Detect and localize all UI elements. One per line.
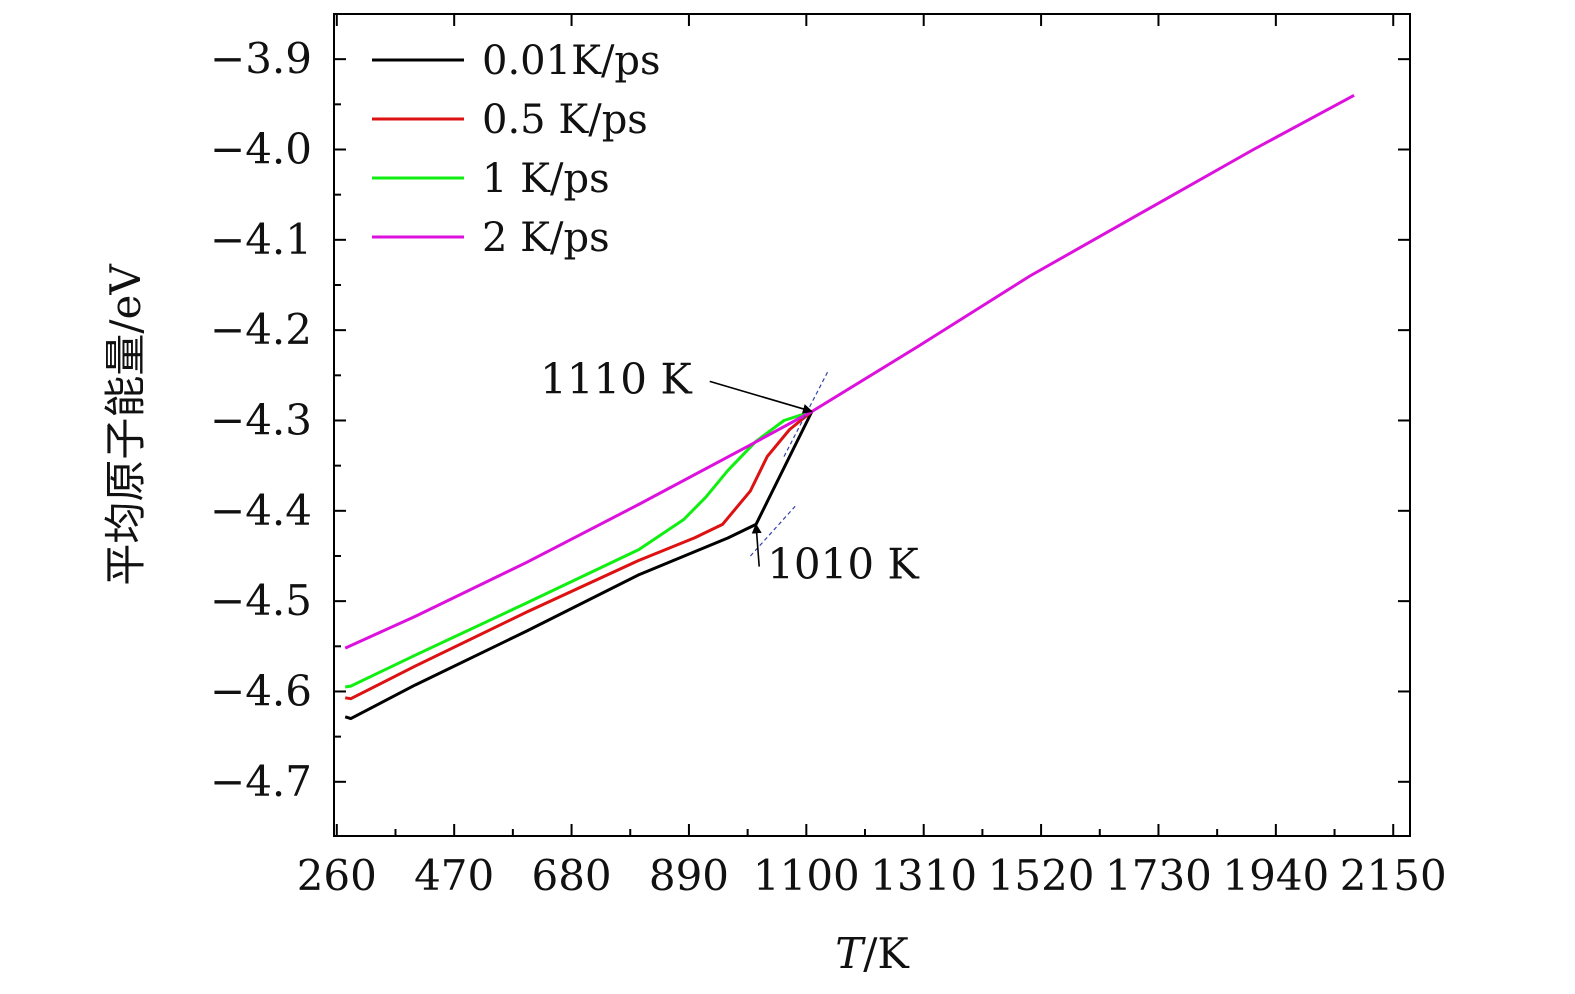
y-axis-label: 平均原子能量/eV <box>101 264 150 586</box>
guide-line <box>783 369 830 457</box>
series-line-1 <box>344 410 813 701</box>
series-line-2 <box>344 410 813 689</box>
x-tick-label: 890 <box>649 851 729 900</box>
x-tick-label: 470 <box>414 851 494 900</box>
x-tick-label: 1730 <box>1105 851 1212 900</box>
axis-ticks <box>334 14 1410 836</box>
y-tick-label: −4.5 <box>210 576 312 625</box>
y-tick-label: −3.9 <box>210 34 312 83</box>
annotation-label: 1010 K <box>767 540 920 589</box>
x-tick-label: 1310 <box>870 851 977 900</box>
y-tick-label: −4.3 <box>210 395 312 444</box>
x-axis-label: T/K <box>835 929 910 978</box>
annotation-arrow <box>751 523 762 567</box>
y-tick-label: −4.1 <box>210 215 312 264</box>
x-tick-label: 680 <box>531 851 611 900</box>
legend-label: 0.5 K/ps <box>482 97 648 143</box>
x-tick-label: 260 <box>297 851 377 900</box>
x-axis-label-symbol: T <box>835 929 866 978</box>
legend: 0.01K/ps 0.5 K/ps 1 K/ps 2 K/ps <box>372 38 661 261</box>
legend-label: 1 K/ps <box>482 156 610 202</box>
plot-frame <box>333 13 1411 837</box>
x-tick-label: 2150 <box>1340 851 1447 900</box>
y-tick-label: −4.6 <box>210 666 312 715</box>
tick-labels: 260 470 680 890 1100 1310 1520 1730 1940 2150 −3.9… <box>210 34 1447 900</box>
y-tick-label: −4.0 <box>210 124 312 173</box>
x-tick-label: 1940 <box>1222 851 1329 900</box>
y-tick-label: −4.2 <box>210 305 312 354</box>
annotations: 1110 K 1010 K <box>540 354 920 588</box>
legend-label: 0.01K/ps <box>482 38 661 84</box>
x-tick-label: 1100 <box>753 851 860 900</box>
annotation-label: 1110 K <box>540 354 693 403</box>
annotation-arrow <box>709 380 813 414</box>
y-tick-label: −4.7 <box>210 757 312 806</box>
series-line-0 <box>344 410 814 721</box>
y-tick-label: −4.4 <box>210 486 312 535</box>
x-tick-label: 1520 <box>988 851 1095 900</box>
x-axis-label-unit: /K <box>863 929 910 978</box>
legend-label: 2 K/ps <box>482 215 610 261</box>
guide-lines <box>749 369 830 557</box>
